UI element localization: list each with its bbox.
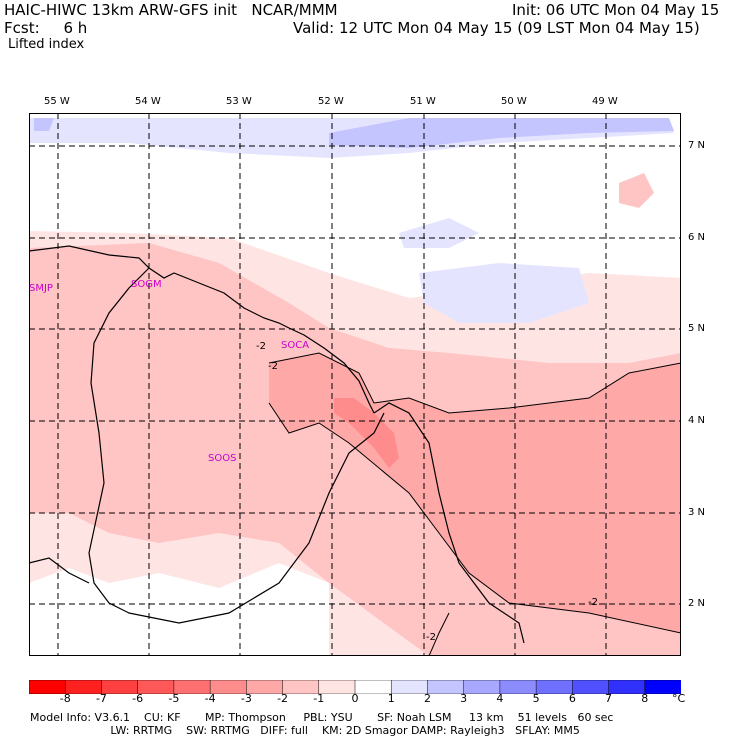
contour-label: -2	[588, 597, 598, 608]
coastline	[29, 245, 375, 414]
station-smjp: SMJP	[29, 283, 53, 294]
lon-label-49w: 49 W	[592, 96, 618, 107]
stable-region-center	[419, 263, 589, 323]
colorbar-unit: °C	[672, 692, 686, 705]
suriname-border	[88, 267, 385, 624]
colorbar-tick-label: -6	[132, 692, 144, 705]
unstable-spot-ne	[619, 173, 654, 208]
colorbar-tick-label: 0	[351, 692, 359, 705]
lat-label-5n: 5 N	[688, 323, 706, 334]
neutral-region-south	[29, 563, 329, 656]
colorbar-tick-label: -1	[313, 692, 325, 705]
colorbar-swatch	[318, 680, 356, 694]
colorbar-tick-label: -8	[59, 692, 71, 705]
colorbar-tick-label: 3	[460, 692, 468, 705]
colorbar-tick-label: 8	[641, 692, 649, 705]
colorbar-swatch	[390, 680, 429, 694]
lon-label-51w: 51 W	[410, 96, 436, 107]
contour-label: -2	[268, 361, 278, 372]
field-name: Lifted index	[8, 37, 85, 52]
unstable-max	[334, 398, 399, 468]
colorbar-swatch	[427, 680, 465, 694]
valid-time: Valid: 12 UTC Mon 04 May 15 (09 LST Mon …	[293, 19, 700, 37]
colorbar-swatch	[644, 680, 681, 694]
lat-label-6n: 6 N	[688, 232, 706, 243]
lat-label-7n: 7 N	[688, 140, 706, 151]
stable-band-north	[329, 118, 674, 148]
map-frame	[29, 113, 681, 656]
colorbar-tick-label: -7	[95, 692, 107, 705]
colorbar-tick-label: -3	[240, 692, 252, 705]
colorbar-swatch	[535, 680, 574, 694]
lon-label-54w: 54 W	[135, 96, 161, 107]
neutral-region-north	[29, 113, 681, 298]
contour-label: -2	[256, 341, 266, 352]
stable-spot-nw	[34, 118, 54, 131]
station-sogm: SOGM	[131, 279, 162, 290]
lat-label-3n: 3 N	[688, 507, 706, 518]
stable-region-small	[399, 218, 479, 248]
lifted-index-map	[29, 113, 681, 656]
colorbar-swatch	[463, 680, 501, 694]
colorbar-tick-label: -4	[204, 692, 216, 705]
colorbar-tick-label: -5	[168, 692, 180, 705]
station-soca: SOCA	[281, 340, 310, 351]
init-time: Init: 06 UTC Mon 04 May 15	[512, 1, 720, 19]
colorbar-swatch	[572, 680, 610, 694]
lon-label-50w: 50 W	[501, 96, 527, 107]
colorbar-tick-label: 2	[423, 692, 431, 705]
colorbar-tick-label: 7	[605, 692, 613, 705]
lon-label-53w: 53 W	[226, 96, 252, 107]
lon-label-52w: 52 W	[318, 96, 344, 107]
colorbar-tick-label: 5	[532, 692, 540, 705]
colorbar-tick-label: -2	[277, 692, 289, 705]
lon-label-55w: 55 W	[44, 96, 70, 107]
colorbar-tick-label: 1	[387, 692, 395, 705]
colorbar-swatch	[608, 680, 646, 694]
border-sw	[29, 557, 90, 584]
colorbar-tick-label: 6	[568, 692, 576, 705]
colorbar	[29, 680, 681, 694]
model-info-line1: Model Info: V3.6.1 CU: KF MP: Thompson P…	[30, 711, 614, 724]
colorbar-swatch	[499, 680, 537, 694]
lat-label-4n: 4 N	[688, 415, 706, 426]
contour-label: -2	[426, 632, 436, 643]
lat-lon-grid	[29, 113, 681, 656]
colorbar-swatch	[354, 680, 392, 694]
lat-label-2n: 2 N	[688, 598, 706, 609]
station-soos: SOOS	[208, 453, 237, 464]
contour-minus2-sw	[428, 612, 450, 656]
model-info-line2: LW: RRTMG SW: RRTMG DIFF: full KM: 2D Sm…	[30, 724, 580, 737]
forecast-hour: Fcst: 6 h	[4, 19, 88, 37]
contour-minus2-north	[268, 352, 681, 414]
colorbar-tick-label: 4	[496, 692, 504, 705]
model-title: HAIC-HIWC 13km ARW-GFS init NCAR/MMM	[4, 1, 338, 19]
